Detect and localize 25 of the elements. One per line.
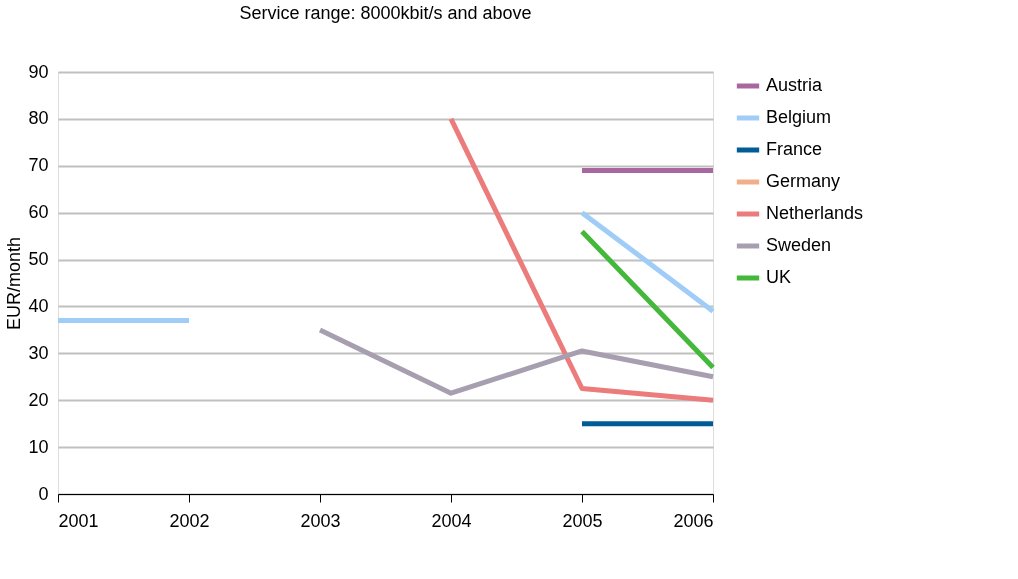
y-tick-label: 30 [28, 342, 49, 363]
legend-label: UK [766, 267, 792, 287]
x-tick-label: 2006 [673, 510, 714, 531]
legend-label: Belgium [766, 107, 832, 127]
x-tick-label: 2004 [431, 510, 472, 531]
y-tick-label: 90 [28, 61, 49, 82]
legend-label: Sweden [766, 235, 832, 255]
y-tick-label: 50 [28, 249, 49, 270]
y-tick-label: 80 [28, 108, 49, 129]
y-tick-label: 60 [28, 202, 49, 223]
y-tick-label: 40 [28, 295, 49, 316]
x-tick-label: 2005 [562, 510, 603, 531]
y-axis-title: EUR/month [4, 236, 25, 331]
chart-title: Service range: 8000kbit/s and above [239, 3, 532, 23]
y-tick-label: 20 [28, 389, 49, 410]
y-tick-label: 70 [28, 155, 49, 176]
legend-label: Netherlands [766, 203, 864, 223]
y-tick-label: 0 [38, 483, 49, 504]
y-tick-label: 10 [28, 436, 49, 457]
x-tick-label: 2002 [169, 510, 210, 531]
legend-label: Austria [766, 75, 824, 95]
x-tick-label: 2001 [58, 510, 99, 531]
x-tick-label: 2003 [300, 510, 341, 531]
legend-label: Germany [766, 171, 841, 191]
legend-label: France [766, 139, 823, 159]
